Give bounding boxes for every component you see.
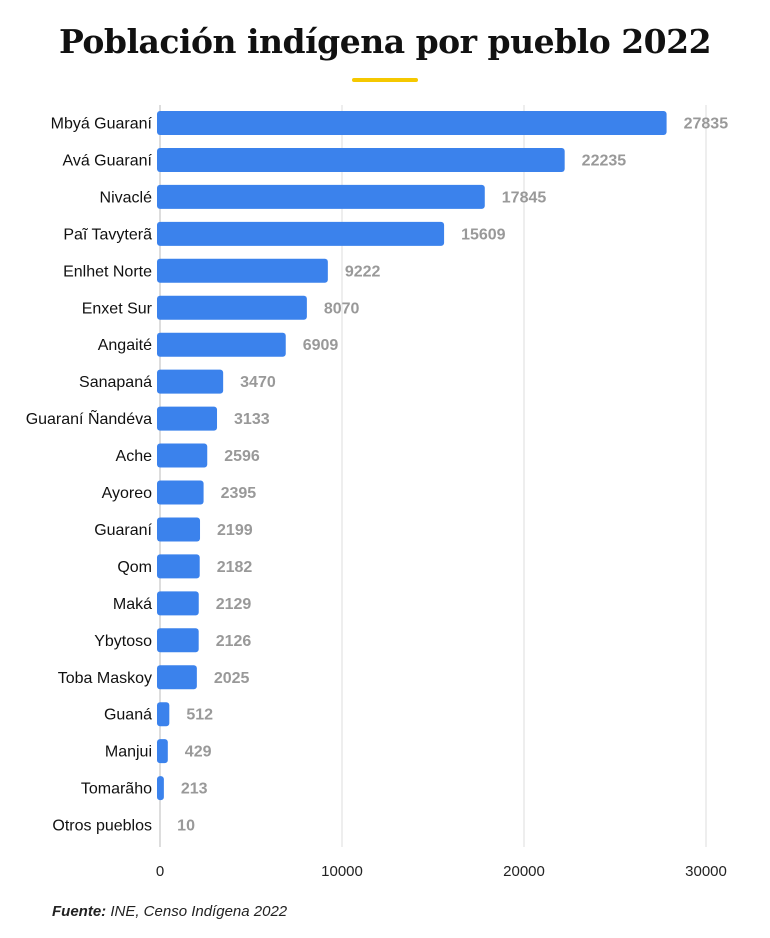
- value-label: 429: [185, 744, 212, 761]
- value-label: 27835: [684, 116, 729, 133]
- bar: [157, 739, 168, 764]
- value-label: 2126: [216, 633, 252, 650]
- value-label: 2025: [214, 670, 250, 687]
- bar: [157, 332, 286, 357]
- category-label: Maká: [113, 596, 152, 613]
- value-label: 22235: [582, 152, 627, 169]
- value-label: 2395: [221, 485, 257, 502]
- category-label: Ybytoso: [94, 633, 152, 650]
- bar: [157, 443, 208, 468]
- value-label: 10: [177, 818, 195, 835]
- bar: [157, 480, 204, 505]
- bar: [157, 702, 170, 727]
- value-label: 9222: [345, 263, 381, 280]
- value-label: 2129: [216, 596, 252, 613]
- value-label: 2182: [217, 559, 253, 576]
- bar: [157, 591, 199, 616]
- category-label: Mbyá Guaraní: [51, 116, 153, 133]
- bar: [157, 776, 164, 801]
- category-label: Tomarãho: [81, 781, 152, 798]
- category-label: Sanapaná: [79, 374, 152, 391]
- bar: [157, 369, 224, 394]
- bar: [157, 258, 328, 283]
- value-label: 3133: [234, 411, 270, 428]
- value-label: 15609: [461, 226, 506, 243]
- category-label: Paĩ Tavyterã: [63, 226, 152, 243]
- category-label: Enxet Sur: [82, 300, 153, 317]
- category-label: Qom: [117, 559, 152, 576]
- x-tick-label: 0: [156, 863, 164, 880]
- value-label: 17845: [502, 189, 547, 206]
- category-label: Avá Guaraní: [62, 152, 152, 169]
- bar: [157, 184, 485, 209]
- value-label: 512: [186, 707, 213, 724]
- bar: [157, 295, 307, 320]
- bar: [157, 628, 199, 653]
- bar: [157, 221, 445, 246]
- category-label: Enlhet Norte: [63, 263, 152, 280]
- bar: [157, 147, 565, 172]
- value-label: 6909: [303, 337, 339, 354]
- category-label: Guaraní: [94, 522, 152, 539]
- category-label: Ache: [116, 448, 153, 465]
- bar: [157, 665, 197, 690]
- category-label: Toba Maskoy: [58, 670, 152, 687]
- bar: [157, 406, 218, 431]
- source-label: Fuente:: [52, 903, 107, 920]
- value-label: 8070: [324, 300, 360, 317]
- bar: [157, 554, 200, 579]
- value-label: 2199: [217, 522, 253, 539]
- category-label: Guaraní Ñandéva: [26, 408, 152, 428]
- x-tick-label: 30000: [685, 863, 727, 880]
- title-underline: [352, 78, 418, 82]
- bar: [157, 111, 667, 135]
- category-label: Angaité: [98, 337, 152, 354]
- x-tick-label: 20000: [503, 863, 545, 880]
- bar: [157, 517, 201, 542]
- category-label: Manjui: [105, 744, 152, 761]
- category-label: Otros pueblos: [52, 818, 152, 835]
- category-label: Guaná: [104, 707, 152, 724]
- source-note: Fuente: INE, Censo Indígena 2022: [52, 903, 287, 920]
- bar-chart: 0 10000 20000 30000 Mbyá Guaraní 27835 Avá Gua…: [26, 105, 729, 880]
- value-label: 3470: [240, 374, 276, 391]
- chart-title: Población indígena por pueblo 2022: [58, 22, 712, 61]
- category-label: Ayoreo: [102, 485, 153, 502]
- value-label: 213: [181, 781, 208, 798]
- value-label: 2596: [224, 448, 260, 465]
- category-label: Nivaclé: [100, 189, 153, 206]
- x-tick-label: 10000: [321, 863, 363, 880]
- source-text: INE, Censo Indígena 2022: [106, 903, 288, 920]
